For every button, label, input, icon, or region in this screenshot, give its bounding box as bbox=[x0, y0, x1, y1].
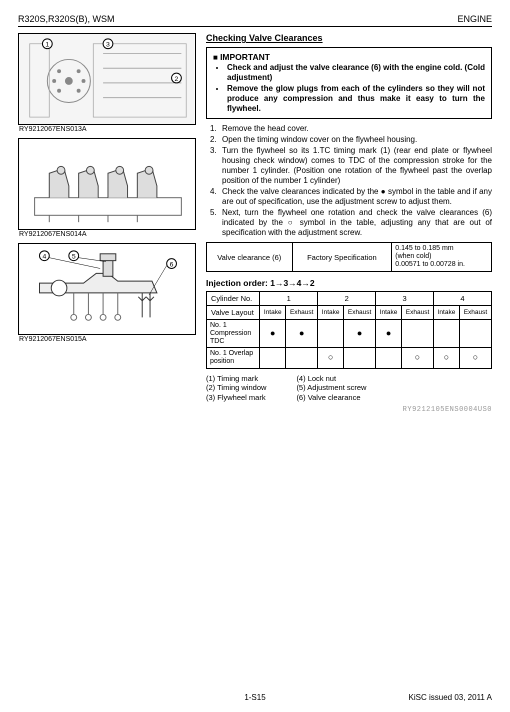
step: 3.Turn the flywheel so its 1.TC timing m… bbox=[210, 146, 492, 186]
spec-cell: 0.145 to 0.185 mm (when cold) 0.00571 to… bbox=[392, 243, 492, 272]
injection-order: Injection order: 1→3→4→2 bbox=[206, 278, 492, 288]
left-column: 1 3 2 RY9212067ENS013A bbox=[18, 33, 198, 414]
svg-text:2: 2 bbox=[175, 76, 179, 83]
svg-text:1: 1 bbox=[45, 42, 49, 49]
figure-2-caption: RY9212067ENS014A bbox=[18, 231, 198, 238]
important-item: Remove the glow plugs from each of the c… bbox=[227, 84, 485, 114]
spec-cell: Valve clearance (6) bbox=[207, 243, 293, 272]
important-label: ■ IMPORTANT bbox=[213, 53, 270, 62]
content: 1 3 2 RY9212067ENS013A bbox=[18, 33, 492, 414]
doc-id: RY9212105ENS0004US0 bbox=[206, 406, 492, 414]
step: 1.Remove the head cover. bbox=[210, 124, 492, 134]
spec-table: Valve clearance (6) Factory Specificatio… bbox=[206, 242, 492, 272]
svg-text:4: 4 bbox=[42, 254, 46, 261]
valve-layout-table: Cylinder No. 1 2 3 4 Valve Layout Intake… bbox=[206, 291, 492, 368]
header-right: ENGINE bbox=[457, 14, 492, 24]
step: 2.Open the timing window cover on the fl… bbox=[210, 135, 492, 145]
figure-1: 1 3 2 bbox=[18, 33, 196, 125]
page: R320S,R320S(B), WSM ENGINE 1 3 2 bbox=[0, 0, 510, 712]
figure-2 bbox=[18, 138, 196, 230]
important-box: ■ IMPORTANT Check and adjust the valve c… bbox=[206, 47, 492, 119]
steps-list: 1.Remove the head cover. 2.Open the timi… bbox=[206, 124, 492, 238]
figure-3: 4 5 6 bbox=[18, 243, 196, 335]
header-row: R320S,R320S(B), WSM ENGINE bbox=[18, 14, 492, 27]
footer: 1-S15 KiSC issued 03, 2011 A bbox=[0, 693, 510, 702]
section-title: Checking Valve Clearances bbox=[206, 33, 492, 43]
legend: (1) Timing mark (2) Timing window (3) Fl… bbox=[206, 374, 492, 403]
step: 4.Check the valve clearances indicated b… bbox=[210, 187, 492, 207]
page-number: 1-S15 bbox=[244, 693, 265, 702]
legend-right: (4) Lock nut (5) Adjustment screw (6) Va… bbox=[296, 374, 366, 403]
svg-text:5: 5 bbox=[72, 254, 76, 261]
footer-right: KiSC issued 03, 2011 A bbox=[409, 693, 492, 702]
figure-1-caption: RY9212067ENS013A bbox=[18, 126, 198, 133]
legend-left: (1) Timing mark (2) Timing window (3) Fl… bbox=[206, 374, 266, 403]
important-list: Check and adjust the valve clearance (6)… bbox=[213, 63, 485, 114]
spec-cell: Factory Specification bbox=[292, 243, 392, 272]
svg-text:6: 6 bbox=[170, 262, 174, 269]
important-item: Check and adjust the valve clearance (6)… bbox=[227, 63, 485, 83]
header-left: R320S,R320S(B), WSM bbox=[18, 14, 115, 24]
svg-text:3: 3 bbox=[106, 42, 110, 49]
figure-3-caption: RY9212067ENS015A bbox=[18, 336, 198, 343]
step: 5.Next, turn the flywheel one rotation a… bbox=[210, 208, 492, 238]
right-column: Checking Valve Clearances ■ IMPORTANT Ch… bbox=[206, 33, 492, 414]
